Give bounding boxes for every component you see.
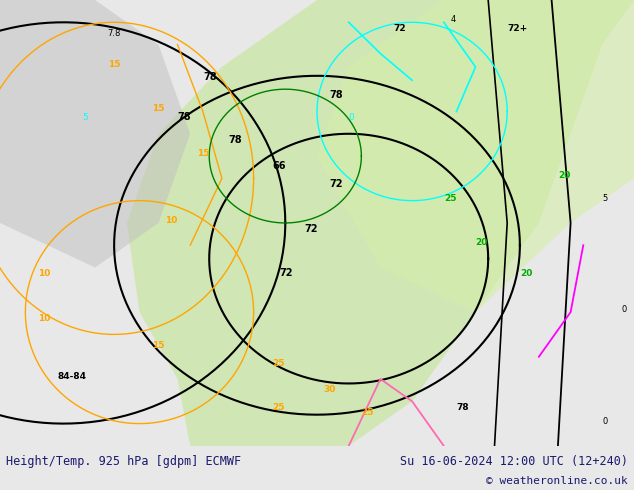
Text: 7.8: 7.8 — [108, 29, 121, 38]
Text: 0: 0 — [621, 305, 626, 314]
Text: Su 16-06-2024 12:00 UTC (12+240): Su 16-06-2024 12:00 UTC (12+240) — [399, 455, 628, 468]
Text: 66: 66 — [273, 161, 286, 172]
Text: 0: 0 — [602, 416, 607, 426]
Polygon shape — [0, 0, 190, 268]
Text: 15: 15 — [152, 341, 165, 350]
Text: 84-84: 84-84 — [57, 372, 86, 381]
Text: 72: 72 — [330, 179, 343, 189]
Text: © weatheronline.co.uk: © weatheronline.co.uk — [486, 476, 628, 486]
Text: 78: 78 — [203, 72, 216, 82]
Text: 20: 20 — [558, 172, 571, 180]
Polygon shape — [317, 0, 634, 312]
Text: 10: 10 — [38, 314, 51, 323]
Text: Height/Temp. 925 hPa [gdpm] ECMWF: Height/Temp. 925 hPa [gdpm] ECMWF — [6, 455, 242, 468]
Text: 25: 25 — [361, 408, 374, 416]
Text: 15: 15 — [108, 60, 120, 69]
Text: 5: 5 — [602, 194, 607, 203]
Text: 72: 72 — [304, 224, 318, 234]
Text: 25: 25 — [273, 359, 285, 368]
Text: 72: 72 — [279, 269, 292, 278]
Text: 20: 20 — [520, 270, 533, 278]
Text: 15: 15 — [197, 149, 209, 158]
Text: 10: 10 — [38, 270, 51, 278]
Text: 0: 0 — [349, 113, 354, 122]
Text: 72+: 72+ — [507, 24, 527, 33]
Text: 4: 4 — [450, 15, 455, 24]
Text: 15: 15 — [152, 104, 165, 114]
Text: 78: 78 — [228, 135, 242, 145]
Text: 10: 10 — [165, 216, 178, 225]
Text: 5: 5 — [82, 113, 88, 122]
Text: 30: 30 — [323, 386, 336, 394]
Text: 20: 20 — [476, 238, 488, 247]
Text: 25: 25 — [444, 194, 456, 203]
Text: 78: 78 — [178, 112, 191, 122]
Text: 72: 72 — [393, 24, 406, 33]
Text: 25: 25 — [273, 403, 285, 412]
Polygon shape — [127, 0, 634, 446]
Text: 78: 78 — [456, 403, 469, 412]
Text: 78: 78 — [330, 90, 343, 100]
